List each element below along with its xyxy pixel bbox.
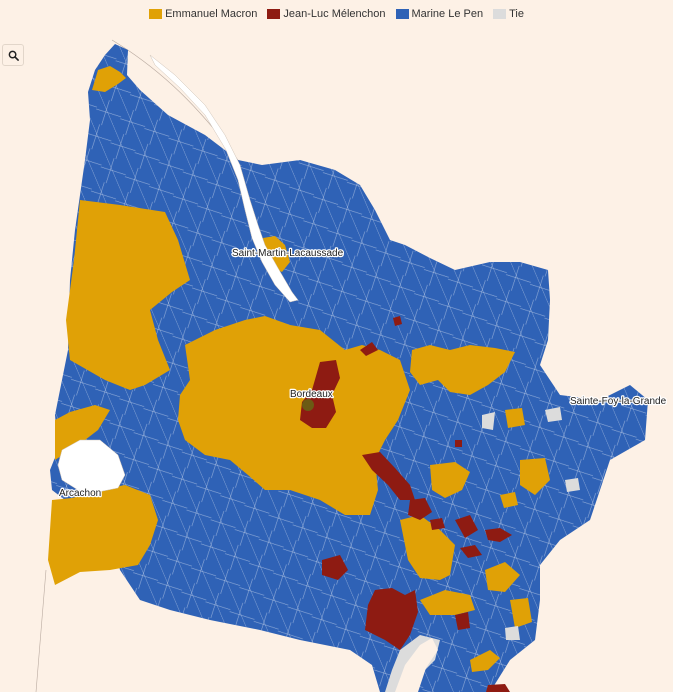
coast-outline-south	[35, 569, 47, 692]
macron-zone-east-2	[430, 462, 470, 498]
melenchon-zone-lormont	[360, 342, 378, 356]
tie-zone-east	[545, 407, 562, 422]
map-legend: Emmanuel Macron Jean-Luc Mélenchon Marin…	[0, 8, 673, 20]
macron-zone-south	[470, 650, 500, 672]
melenchon-zone-floirac	[362, 452, 415, 500]
city-label-sainte-foy: Sainte-Foy-la-Grande	[570, 396, 667, 407]
legend-label-tie: Tie	[509, 8, 524, 20]
macron-zone-southwest	[48, 485, 158, 585]
garonne-river	[395, 638, 438, 692]
legend-swatch-melenchon	[267, 9, 281, 19]
legend-item-tie[interactable]: Tie	[493, 8, 524, 20]
melenchon-zone-east-3	[430, 518, 445, 530]
legend-item-lepen[interactable]: Marine Le Pen	[395, 8, 484, 20]
legend-item-macron[interactable]: Emmanuel Macron	[149, 8, 257, 20]
macron-zone-central	[178, 316, 410, 515]
melenchon-zone-south-1	[322, 555, 348, 580]
city-label-bordeaux: Bordeaux	[290, 389, 333, 400]
melenchon-zone-east-2	[485, 528, 512, 542]
melenchon-zone-east-4	[460, 545, 482, 558]
macron-zone-southeast-4	[510, 598, 532, 628]
city-label-saint-martin: Saint-Martin-Lacaussade	[232, 248, 344, 259]
tie-zone-south-2	[505, 626, 520, 640]
macron-zone-east-1	[410, 345, 515, 395]
macron-zone-east-small	[500, 492, 518, 508]
legend-item-melenchon[interactable]: Jean-Luc Mélenchon	[267, 8, 386, 20]
legend-label-lepen: Marine Le Pen	[411, 8, 484, 20]
melenchon-zone-east-5	[455, 612, 470, 630]
macron-zone-southeast-1	[400, 515, 455, 580]
melenchon-zone-east-1	[455, 515, 478, 538]
gironde-estuary	[149, 54, 299, 303]
macron-zone-west-coast	[66, 200, 190, 390]
bordeaux-marker	[302, 399, 314, 411]
melenchon-zone-small-east	[455, 440, 462, 447]
legend-label-macron: Emmanuel Macron	[165, 8, 258, 20]
legend-swatch-macron	[149, 9, 163, 19]
tie-zone-east-3	[482, 412, 495, 430]
melenchon-zone-bordeaux	[300, 360, 340, 428]
melenchon-zone-cadillac	[408, 498, 432, 520]
tie-zone-east-2	[565, 478, 580, 492]
legend-swatch-lepen	[395, 9, 409, 19]
search-icon	[8, 50, 19, 61]
search-button[interactable]	[2, 44, 24, 66]
legend-label-melenchon: Jean-Luc Mélenchon	[283, 8, 386, 20]
macron-zone-north-tip	[92, 66, 126, 92]
macron-zone-southeast-2	[420, 590, 475, 615]
melenchon-zone-small-north	[393, 316, 402, 326]
melenchon-zone-bottom	[486, 684, 510, 692]
macron-zone-east-3	[520, 458, 550, 495]
city-label-arcachon: Arcachon	[59, 488, 101, 499]
macron-zone-east-small-2	[505, 408, 525, 428]
legend-swatch-tie	[493, 9, 507, 19]
arcachon-basin	[57, 439, 126, 493]
macron-zone-southeast-3	[485, 562, 520, 592]
melenchon-zone-langon	[365, 588, 418, 650]
